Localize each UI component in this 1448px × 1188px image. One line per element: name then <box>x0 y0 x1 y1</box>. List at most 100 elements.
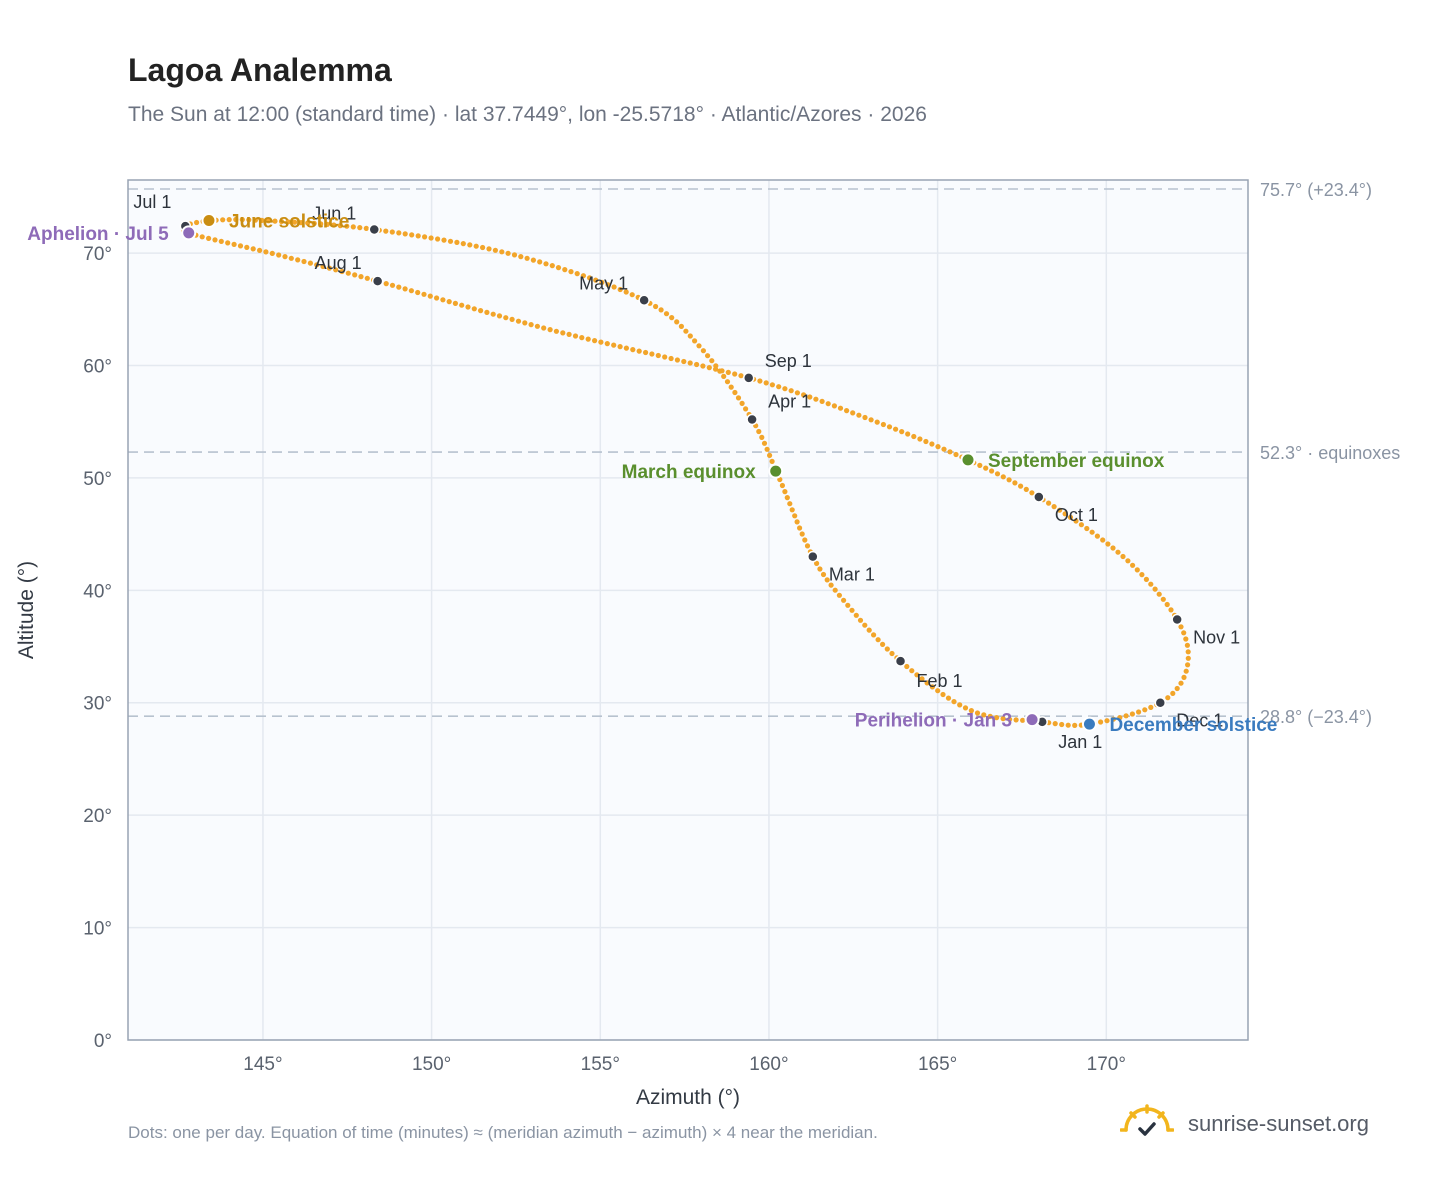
daily-dot <box>553 328 560 334</box>
daily-dot <box>935 444 941 450</box>
daily-dot <box>447 238 454 244</box>
daily-dot <box>1148 704 1154 711</box>
daily-dot <box>623 345 630 351</box>
daily-dot <box>779 482 786 489</box>
daily-dot <box>492 247 498 253</box>
daily-dot <box>794 519 800 525</box>
month-marker <box>746 413 758 426</box>
daily-dot <box>383 228 389 234</box>
daily-dot <box>776 384 782 390</box>
daily-dot <box>917 436 923 442</box>
daily-dot <box>886 424 893 430</box>
daily-dot <box>761 440 768 446</box>
daily-dot <box>199 234 205 240</box>
daily-dot <box>850 410 856 416</box>
daily-dot <box>769 458 775 464</box>
daily-dot <box>797 525 803 531</box>
daily-dot <box>904 663 910 670</box>
daily-dot <box>1136 709 1142 715</box>
daily-dot <box>909 668 915 674</box>
daily-dot <box>962 705 969 711</box>
daily-dot <box>801 392 807 398</box>
daily-dot <box>307 260 313 266</box>
daily-dot <box>389 229 395 235</box>
daily-dot <box>305 220 311 226</box>
daily-dot <box>983 465 989 471</box>
daily-dot <box>649 351 655 357</box>
daily-dot <box>1129 711 1135 717</box>
daily-dot <box>212 237 218 243</box>
daily-dot <box>832 587 838 593</box>
daily-dot <box>857 617 864 623</box>
daily-dot <box>1152 586 1158 592</box>
daily-dot <box>629 292 635 298</box>
daily-dot <box>1105 541 1111 547</box>
daily-dot <box>1059 721 1065 728</box>
month-label: Aug 1 <box>315 253 362 273</box>
daily-dot <box>421 291 427 297</box>
daily-dot <box>794 390 801 396</box>
daily-dot <box>866 627 872 633</box>
daily-dot <box>441 237 447 243</box>
daily-dot <box>769 382 776 388</box>
daily-dot <box>579 335 585 341</box>
event-marker <box>960 452 976 468</box>
daily-dot <box>460 241 466 247</box>
y-tick-label: 60° <box>83 356 112 377</box>
daily-dot <box>1139 572 1145 578</box>
daily-dot <box>337 223 343 229</box>
event-label: December solstice <box>1109 715 1277 736</box>
reference-line-label: 75.7° (+23.4°) <box>1260 180 1372 200</box>
brand-link[interactable]: sunrise-sunset.org <box>1188 1111 1369 1136</box>
daily-dot <box>1148 581 1154 587</box>
daily-dot <box>473 243 479 249</box>
reference-line-label: 52.3° · equinoxes <box>1260 443 1400 463</box>
daily-dot <box>568 269 574 275</box>
y-axis-label: Altitude (°) <box>15 561 38 659</box>
daily-dot <box>862 622 868 628</box>
daily-dot <box>301 258 307 265</box>
daily-dot <box>678 323 685 329</box>
daily-dot <box>1057 507 1063 513</box>
daily-dot <box>611 284 617 290</box>
chart-subtitle: The Sun at 12:00 (standard time) · lat 3… <box>128 103 927 126</box>
daily-dot <box>233 216 239 223</box>
month-label: Jan 1 <box>1058 732 1102 752</box>
daily-dot <box>757 378 763 384</box>
daily-dot <box>537 259 543 265</box>
daily-dot <box>884 646 890 652</box>
daily-dot <box>792 513 798 519</box>
daily-dot <box>1052 721 1058 727</box>
month-marker <box>371 275 384 287</box>
plot-frame <box>127 179 1249 1041</box>
daily-dot <box>605 282 611 288</box>
daily-dot <box>326 265 332 271</box>
daily-dot <box>1020 717 1026 723</box>
daily-dot <box>1168 607 1174 613</box>
month-label: Apr 1 <box>768 391 811 411</box>
daily-dot <box>1051 504 1057 510</box>
daily-dot <box>694 361 700 368</box>
daily-dot <box>598 339 604 345</box>
daily-dot <box>782 386 788 392</box>
daily-dot <box>1012 480 1018 486</box>
month-label: Feb 1 <box>917 671 963 691</box>
daily-dot <box>467 242 473 248</box>
daily-dot <box>994 471 1001 477</box>
month-marker <box>368 223 381 236</box>
daily-dot <box>1160 596 1166 602</box>
daily-dot <box>566 331 572 337</box>
daily-dot <box>352 272 358 278</box>
daily-dot <box>824 577 830 583</box>
brand[interactable]: sunrise-sunset.org <box>1120 1100 1369 1148</box>
daily-dot <box>817 566 823 572</box>
daily-dot <box>285 219 291 225</box>
daily-dot <box>782 489 788 495</box>
daily-dot <box>1013 717 1019 723</box>
daily-dot <box>687 333 693 339</box>
footnote: Dots: one per day. Equation of time (min… <box>128 1123 878 1142</box>
daily-dot <box>1123 713 1129 719</box>
daily-dot <box>292 219 298 225</box>
daily-dot <box>799 531 805 537</box>
daily-dot <box>994 715 1000 721</box>
